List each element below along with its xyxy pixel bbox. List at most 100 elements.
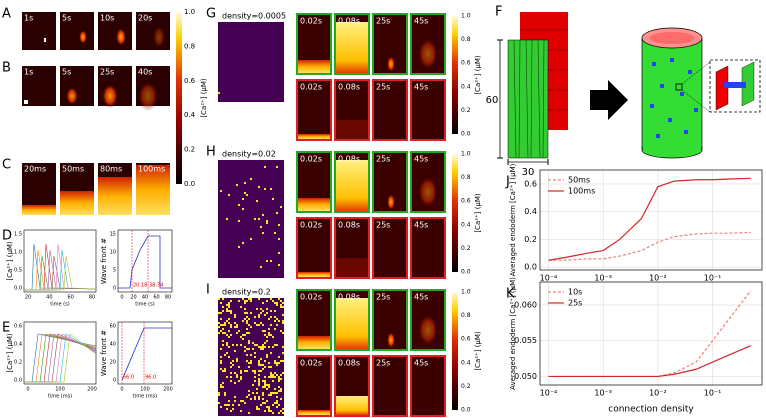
panel-label: K (506, 287, 515, 302)
colorbar (176, 12, 182, 184)
connection (238, 246, 240, 248)
connection (244, 346, 246, 348)
connection (220, 406, 222, 408)
connection (276, 304, 278, 306)
trace (24, 243, 97, 291)
connection (280, 304, 282, 306)
wave (336, 298, 368, 349)
frame (296, 217, 332, 279)
colorbar-tick: 0.0 (461, 407, 471, 414)
connection (254, 344, 256, 346)
connection (260, 358, 262, 360)
connection (260, 312, 262, 314)
connection (248, 298, 250, 300)
connection (278, 224, 280, 226)
connection (276, 402, 278, 404)
connection (218, 92, 220, 94)
x-tick-label: 0 (26, 387, 29, 393)
x-tick-label: 40 (46, 295, 52, 301)
colorbar (452, 154, 458, 272)
connection (258, 384, 260, 386)
legend-label: 10s (568, 288, 582, 297)
connection (218, 402, 220, 404)
axis-label: Wave front # (100, 330, 108, 376)
y-tick-label: 0.6 (524, 179, 537, 188)
connection (280, 374, 282, 376)
connection (266, 312, 268, 314)
connection (256, 344, 258, 346)
connection (232, 408, 234, 410)
frame-time: 0.02s (300, 17, 322, 26)
wave (336, 120, 368, 139)
x-tick-label: 0 (120, 387, 123, 393)
connection (264, 330, 266, 332)
spot (66, 87, 78, 105)
panel-label: J (505, 175, 510, 190)
spot (418, 38, 438, 70)
connection (244, 402, 246, 404)
connection (268, 328, 270, 330)
connection (278, 264, 280, 266)
spot (387, 332, 395, 348)
connection (264, 382, 266, 384)
frame-time: 0.02s (300, 155, 322, 164)
colorbar (452, 292, 458, 410)
connection (228, 346, 230, 348)
colorbar-tick: 0.2 (461, 107, 471, 114)
x-tick-label: 100 (140, 387, 150, 393)
panel-title: density=0.02 (222, 150, 276, 159)
connection (270, 260, 272, 262)
connection (244, 350, 246, 352)
connection (266, 406, 268, 408)
series-line (548, 231, 751, 261)
connection (226, 320, 228, 322)
frame (22, 12, 56, 50)
connection (280, 300, 282, 302)
frame (136, 12, 170, 50)
connection (258, 316, 260, 318)
connection (220, 384, 222, 386)
y-tick-label: 0.0 (14, 286, 22, 292)
connection (254, 316, 256, 318)
connection (268, 332, 270, 334)
connection (274, 328, 276, 330)
axis-label: time (ms) (48, 394, 72, 400)
connection (238, 330, 240, 332)
connection (278, 390, 280, 392)
connection (272, 376, 274, 378)
connection (278, 320, 280, 322)
frame-time: 0.02s (300, 359, 322, 368)
connection (230, 310, 232, 312)
connection (250, 312, 252, 314)
connection (228, 304, 230, 306)
connection (270, 376, 272, 378)
y-tick-label: 0 (113, 286, 116, 292)
connection (238, 300, 240, 302)
connection (254, 352, 256, 354)
connection (218, 298, 220, 300)
connection (282, 320, 284, 322)
connection (268, 346, 270, 348)
x-tick-label: 80 (89, 295, 95, 301)
connection (230, 366, 232, 368)
connection (254, 356, 256, 358)
connection (218, 312, 220, 314)
y-tick-label: 0.5 (14, 268, 22, 274)
axis-label: [Ca²⁺] (μM) (474, 331, 482, 371)
connection (260, 226, 262, 228)
connection (272, 346, 274, 348)
connection (226, 310, 228, 312)
connection (264, 366, 266, 368)
connection (250, 238, 252, 240)
colorbar-tick: 0.6 (461, 60, 471, 67)
connection (282, 302, 284, 304)
x-tick-label: 10⁻³ (594, 274, 612, 283)
colorbar-tick: 0.4 (461, 83, 471, 90)
connection (250, 360, 252, 362)
connection (258, 374, 260, 376)
connection (274, 372, 276, 374)
frame (372, 355, 408, 417)
connection (236, 332, 238, 334)
y-tick-label: 0.4 (524, 207, 537, 216)
connection (258, 362, 260, 364)
